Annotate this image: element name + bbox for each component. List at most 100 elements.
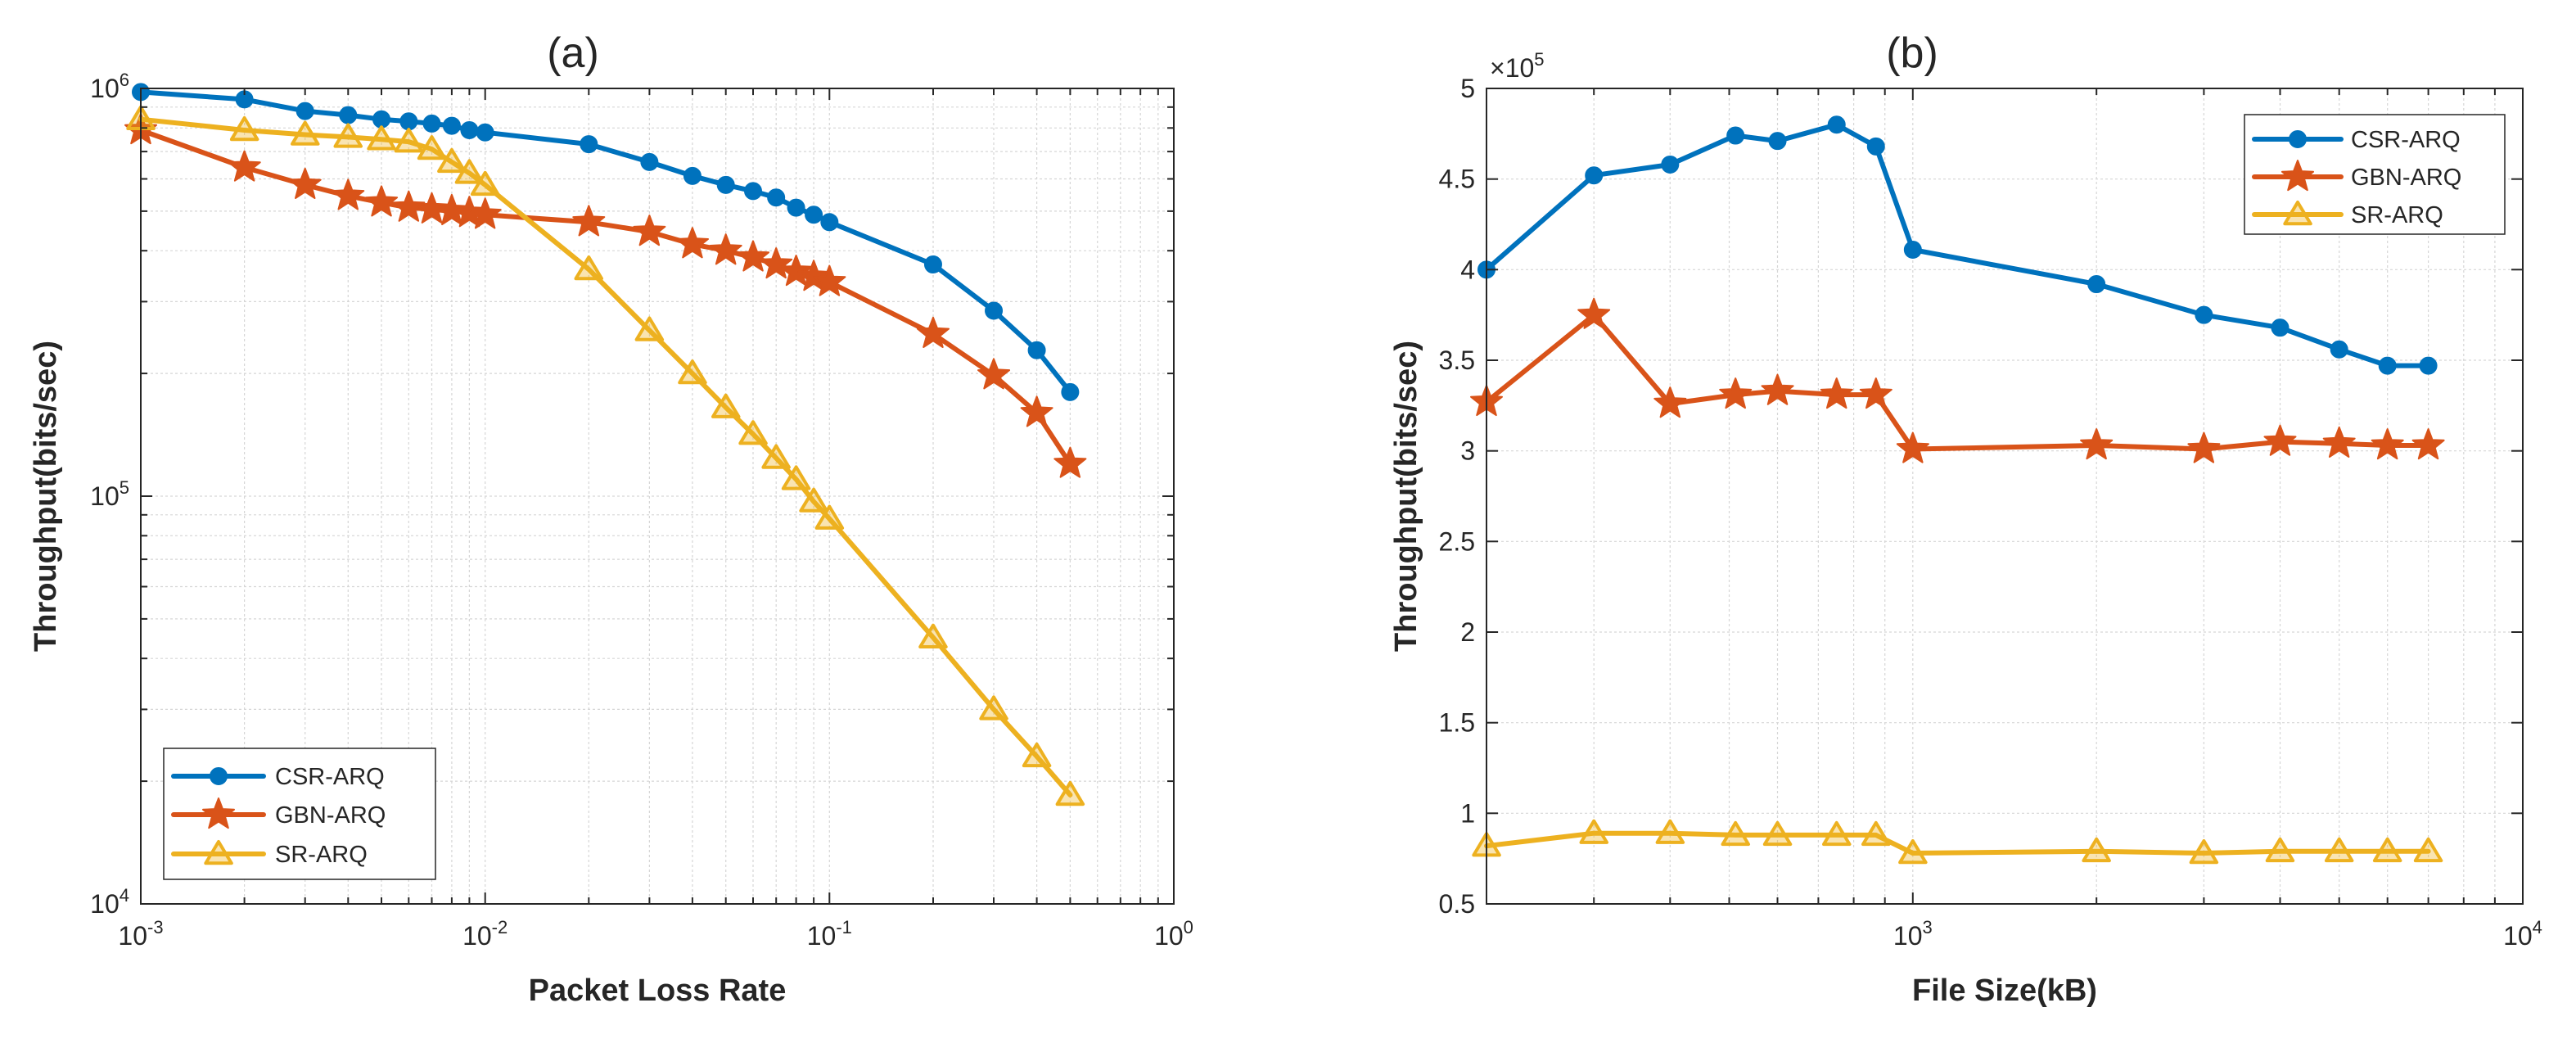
b-series-sr-arq-line — [1484, 830, 2431, 856]
a-series-gbn-arq-point — [332, 178, 365, 210]
a-series-sr-arq-point — [367, 125, 396, 151]
a-series-sr-arq-point — [979, 695, 1008, 721]
a-series-csr-arq-point — [295, 102, 314, 120]
b-title: (b) — [1886, 29, 1938, 77]
b-y-multiplier-prefix: ×10 — [1490, 53, 1534, 83]
a-series-csr-arq-point — [339, 106, 358, 124]
a-legend-marker-csr-arq — [210, 767, 228, 785]
b-legend-symbol-gbn-arq — [2252, 160, 2344, 192]
b-series-sr-arq-point — [2372, 837, 2402, 863]
b-series-csr-arq-point — [1726, 126, 1745, 145]
b-series-gbn-arq-point — [1653, 386, 1687, 418]
a-series-sr-arq-point — [1055, 780, 1085, 806]
a-legend-marker-gbn-arq — [202, 797, 235, 829]
b-series-gbn-arq-point — [2322, 426, 2356, 458]
a-series-sr-arq-point — [437, 147, 467, 174]
b-series-sr-arq-point — [2265, 837, 2295, 863]
a-series-sr-arq-point — [711, 393, 741, 418]
b-legend-label-csr-arq: CSR-ARQ — [2351, 127, 2461, 153]
a-series-csr-arq — [132, 83, 1080, 401]
b-series-csr-arq-point — [1866, 137, 1885, 156]
a-series-gbn-arq-point — [633, 215, 666, 246]
a-series-gbn-arq-point — [435, 193, 468, 226]
a-series-gbn-arq-point — [709, 233, 742, 265]
a-legend-symbol-gbn-arq — [171, 797, 266, 829]
a-ylabel: Throughput(bits/sec) — [29, 341, 63, 652]
a-series-sr-arq-point — [229, 116, 259, 142]
a-series-sr-arq — [126, 105, 1085, 806]
a-series-csr-arq-point — [744, 182, 763, 201]
a-legend-symbol-csr-arq — [171, 767, 266, 785]
b-series-csr-arq — [1477, 115, 2438, 375]
a-series-csr-arq-point — [1027, 341, 1046, 359]
a-series-gbn-arq-point — [468, 197, 502, 229]
b-series-sr-arq-point — [1655, 819, 1685, 844]
a-y-tick-label-base: 10 — [90, 889, 120, 919]
a-series-sr-arq-point — [454, 159, 485, 184]
a-series-sr-arq-point — [470, 170, 500, 197]
a-series-sr-arq-point — [799, 487, 828, 513]
b-y-tick-label: 2 — [1460, 617, 1475, 647]
a-y-tick-label: 105 — [90, 477, 129, 511]
b-series-sr-arq-point — [1721, 820, 1750, 847]
a-series-sr-arq-point — [761, 444, 791, 469]
b-x-tick-label-base: 10 — [2503, 921, 2533, 951]
a-series-gbn-arq-point — [228, 150, 261, 182]
a-legend-label-sr-arq: SR-ARQ — [275, 842, 368, 868]
b-series-sr-arq-point — [1898, 839, 1928, 865]
b-series-csr-arq-point — [1903, 240, 1922, 259]
a-series-csr-arq-point — [923, 255, 942, 274]
b-series-csr-arq-point — [1585, 166, 1604, 185]
a-series-csr-arq-point — [683, 166, 702, 185]
a-series-gbn-arq-point — [977, 358, 1011, 390]
a-x-tick-label-exp: -3 — [147, 917, 164, 937]
b-legend-marker-gbn-arq — [2281, 160, 2314, 192]
b-series-csr-arq-point — [2378, 356, 2397, 375]
a-series-csr-arq-point — [716, 175, 735, 194]
a-y-tick-label-exp: 6 — [120, 70, 129, 90]
a-x-tick-label-exp: 0 — [1184, 917, 1193, 937]
b-legend-marker-sr-arq — [2283, 201, 2312, 226]
a-series-csr-arq-point — [460, 120, 479, 139]
a-series-gbn-arq-point — [737, 240, 769, 272]
a-series-sr-arq-line — [138, 116, 1073, 797]
b-x-tick-label: 104 — [2503, 917, 2542, 951]
b-series-gbn-arq-point — [1859, 377, 1893, 409]
a-series-sr-arq-point — [417, 135, 447, 160]
a-legend-marker-sr-arq — [204, 840, 233, 865]
b-series-sr-arq-point — [1861, 820, 1891, 847]
b-xlabel: File Size(kB) — [1912, 973, 2097, 1008]
a-y-tick-label-base: 10 — [90, 74, 120, 103]
a-series-gbn-arq — [124, 113, 1087, 478]
b-y-tick-label: 4 — [1460, 255, 1475, 284]
b-series-gbn-arq-point — [2263, 424, 2297, 456]
a-legend: CSR-ARQ GBN-ARQ SR-ARQ — [163, 748, 436, 880]
a-series-gbn-arq-point — [1053, 446, 1087, 478]
a-series-sr-arq-point — [291, 120, 320, 146]
a-series-csr-arq-point — [820, 213, 839, 232]
b-series-gbn-arq-point — [1820, 377, 1853, 409]
a-series-gbn-arq-point — [365, 185, 399, 217]
a-series-gbn-arq-point — [1020, 395, 1053, 427]
b-series-gbn-arq — [1470, 297, 2445, 463]
a-legend-label-csr-arq: CSR-ARQ — [275, 764, 385, 790]
b-legend-label-sr-arq: SR-ARQ — [2351, 202, 2443, 228]
b-x-tick-label-exp: 4 — [2533, 917, 2542, 937]
a-title: (a) — [547, 29, 599, 77]
b-y-tick-label: 3 — [1460, 436, 1475, 466]
b-y-tick-label: 2.5 — [1439, 526, 1475, 556]
a-series-csr-arq-point — [767, 188, 786, 207]
a-xlabel: Packet Loss Rate — [529, 973, 787, 1008]
a-x-tick-label: 100 — [1154, 917, 1193, 951]
b-series-csr-arq-line — [1484, 122, 2431, 368]
b-y-multiplier: ×105 — [1490, 49, 1545, 83]
b-legend: CSR-ARQ GBN-ARQ SR-ARQ — [2244, 114, 2506, 235]
a-series-gbn-arq-point — [779, 255, 813, 287]
a-y-tick-label-exp: 4 — [120, 885, 129, 906]
a-legend-label-gbn-arq: GBN-ARQ — [275, 802, 386, 829]
b-series-csr-arq-point — [2087, 275, 2106, 294]
a-x-tick-label-exp: -2 — [492, 917, 508, 937]
b-y-tick-label: 3.5 — [1439, 346, 1475, 375]
